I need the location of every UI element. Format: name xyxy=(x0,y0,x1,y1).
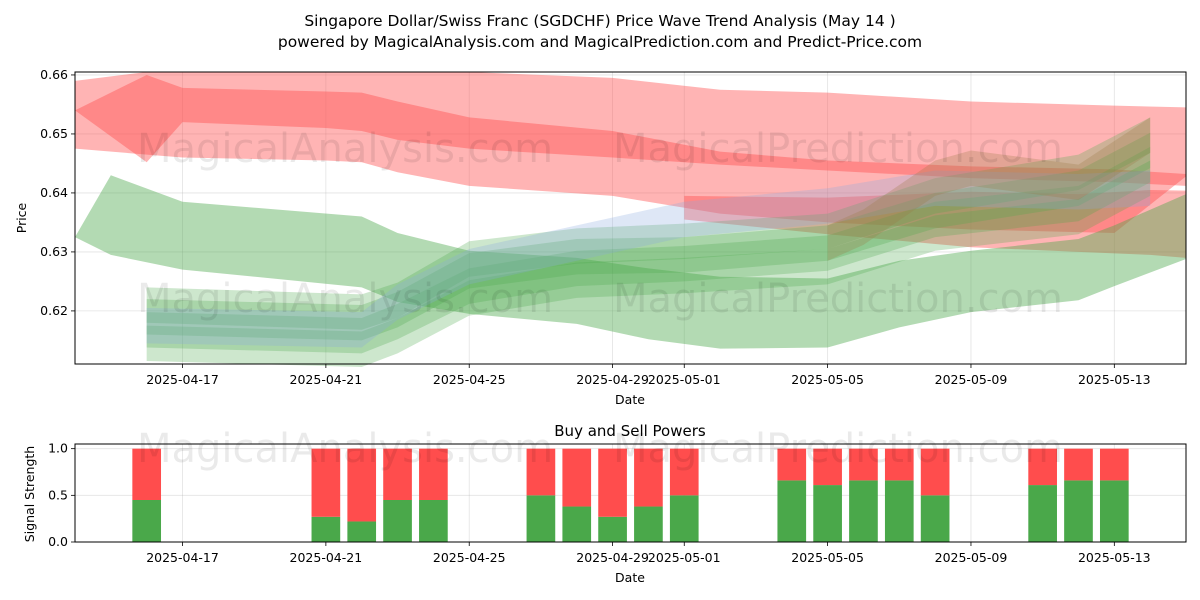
price-y-tick-label: 0.62 xyxy=(40,303,68,318)
buy-bar xyxy=(813,485,842,542)
sell-bar xyxy=(311,448,341,517)
price-x-tick-label: 2025-04-25 xyxy=(433,372,506,387)
sell-bar xyxy=(419,448,448,500)
power-x-tick-label: 2025-04-25 xyxy=(433,550,506,565)
power-x-tick-label: 2025-05-09 xyxy=(935,550,1008,565)
power-x-ticks: 2025-04-17 2025-04-21 2025-04-25 2025-04-29… xyxy=(146,542,1151,565)
power-bars xyxy=(132,448,1129,542)
power-x-tick-label: 2025-04-17 xyxy=(146,550,219,565)
sell-bar xyxy=(634,448,663,507)
power-axes-frame xyxy=(74,443,1187,543)
buy-bar xyxy=(1099,480,1129,542)
sell-bar xyxy=(598,448,627,517)
power-x-tick-label: 2025-05-01 xyxy=(648,550,721,565)
power-chart-title: Buy and Sell Powers xyxy=(554,422,706,440)
power-x-tick-label: 2025-04-21 xyxy=(290,550,363,565)
price-y-tick-label: 0.64 xyxy=(40,185,68,200)
sell-bar xyxy=(383,448,412,500)
buy-bar xyxy=(1028,485,1057,542)
price-band-brown-9 xyxy=(827,117,1151,261)
watermark-analysis-bottom: MagicalAnalysis.com xyxy=(137,426,553,472)
price-band-green-5 xyxy=(146,132,1151,341)
price-chart: MagicalAnalysis.com MagicalPrediction.co… xyxy=(14,67,1187,407)
price-band-red-0 xyxy=(75,72,1186,234)
buy-bar xyxy=(132,500,162,542)
chart-title-line2: powered by MagicalAnalysis.com and Magic… xyxy=(278,33,922,51)
sell-bar xyxy=(347,448,377,522)
watermark-prediction-mid: MagicalPrediction.com xyxy=(613,276,1063,322)
power-y-ticks: 0.0 0.5 1.0 xyxy=(48,441,75,549)
power-x-tick-label: 2025-04-29 xyxy=(576,550,649,565)
buy-bar xyxy=(777,480,807,542)
buy-bar xyxy=(311,516,341,542)
power-chart: Buy and Sell Powers MagicalAnalysis.com … xyxy=(22,422,1187,585)
sell-bar xyxy=(813,448,842,486)
price-band-green-3 xyxy=(75,175,1186,349)
watermark-prediction-top: MagicalPrediction.com xyxy=(613,126,1063,172)
sell-bar xyxy=(1064,448,1093,481)
price-x-tick-label: 2025-04-17 xyxy=(146,372,219,387)
price-y-ticks: 0.62 0.63 0.64 0.65 0.66 xyxy=(40,67,75,318)
sell-bar xyxy=(884,448,914,481)
buy-bar xyxy=(383,500,412,542)
sell-bar xyxy=(1099,448,1129,481)
buy-bar xyxy=(884,480,914,542)
power-y-label: Signal Strength xyxy=(22,446,37,542)
watermark-analysis-mid: MagicalAnalysis.com xyxy=(137,276,553,322)
sell-bar xyxy=(562,448,592,507)
buy-bar xyxy=(526,495,556,542)
buy-bar xyxy=(419,500,448,542)
sell-bar xyxy=(1028,448,1057,486)
price-band-green-7 xyxy=(146,160,1151,367)
buy-bar xyxy=(347,521,377,542)
price-band-red-2 xyxy=(684,189,1186,258)
buy-bar xyxy=(669,495,699,542)
price-x-label: Date xyxy=(615,392,645,407)
power-y-tick-label: 1.0 xyxy=(48,441,68,456)
buy-bar xyxy=(1064,480,1093,542)
price-x-tick-label: 2025-05-13 xyxy=(1078,372,1151,387)
price-band-green-4 xyxy=(146,117,1151,330)
price-x-tick-label: 2025-05-01 xyxy=(648,372,721,387)
buy-bar xyxy=(598,516,627,542)
price-x-tick-label: 2025-04-21 xyxy=(290,372,363,387)
power-x-tick-label: 2025-05-13 xyxy=(1078,550,1151,565)
power-x-tick-label: 2025-05-05 xyxy=(791,550,864,565)
sell-bar xyxy=(920,448,950,496)
price-band-blue-8 xyxy=(146,170,1151,348)
price-y-tick-label: 0.65 xyxy=(40,126,68,141)
price-x-ticks: 2025-04-17 2025-04-21 2025-04-25 2025-04-29… xyxy=(146,364,1151,387)
sell-bar xyxy=(777,448,807,481)
watermark-analysis-top: MagicalAnalysis.com xyxy=(137,126,553,172)
price-y-label: Price xyxy=(14,202,29,233)
price-x-tick-label: 2025-04-29 xyxy=(576,372,649,387)
price-bands xyxy=(75,72,1186,367)
price-x-tick-label: 2025-05-05 xyxy=(791,372,864,387)
sell-bar xyxy=(849,448,878,481)
buy-bar xyxy=(849,480,878,542)
price-x-tick-label: 2025-05-09 xyxy=(935,372,1008,387)
price-band-green-6 xyxy=(146,146,1151,354)
price-band-red-1 xyxy=(75,74,1186,186)
power-y-tick-label: 0.0 xyxy=(48,534,68,549)
sell-bar xyxy=(132,448,162,500)
chart-title-line1: Singapore Dollar/Swiss Franc (SGDCHF) Pr… xyxy=(304,12,895,30)
sell-bar xyxy=(669,448,699,496)
price-y-tick-label: 0.63 xyxy=(40,244,68,259)
sell-bar xyxy=(526,448,556,496)
price-y-tick-label: 0.66 xyxy=(40,67,68,82)
power-y-tick-label: 0.5 xyxy=(48,487,68,502)
price-axes-frame xyxy=(74,71,1187,365)
price-grid xyxy=(75,72,1186,364)
buy-bar xyxy=(562,506,592,542)
buy-bar xyxy=(634,506,663,542)
buy-bar xyxy=(920,495,950,542)
power-x-label: Date xyxy=(615,570,645,585)
watermark-prediction-bottom: MagicalPrediction.com xyxy=(613,426,1063,472)
